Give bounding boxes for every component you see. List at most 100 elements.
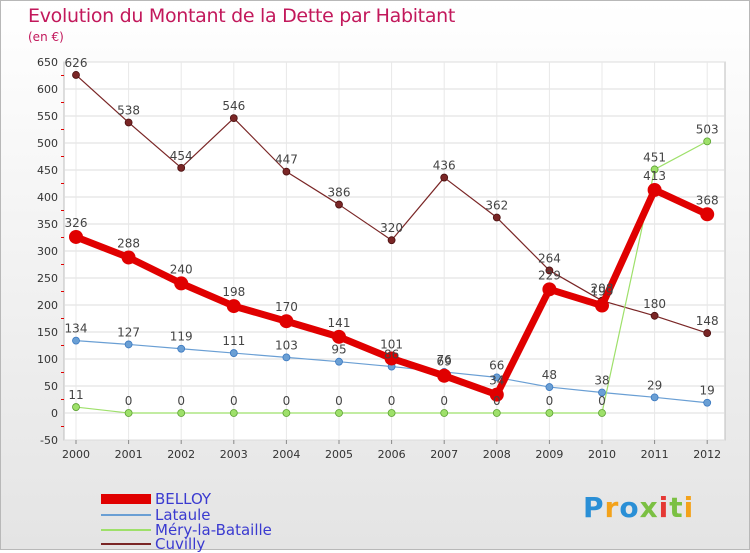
data-point xyxy=(124,340,133,349)
data-label: 368 xyxy=(696,193,719,207)
data-label: 386 xyxy=(328,186,351,200)
data-point xyxy=(384,351,399,366)
data-point xyxy=(332,329,346,344)
data-point xyxy=(650,311,659,320)
data-point xyxy=(282,353,291,362)
data-label: 436 xyxy=(433,159,456,173)
data-point xyxy=(124,118,133,127)
data-label: 29 xyxy=(647,378,662,392)
series-m-ry-la-bataille xyxy=(72,137,712,417)
data-label: 180 xyxy=(643,297,666,311)
data-label: 127 xyxy=(117,325,140,339)
data-point xyxy=(229,409,238,417)
data-label: 86 xyxy=(384,348,399,362)
legend-swatch xyxy=(101,514,151,516)
data-point xyxy=(700,207,715,222)
data-label: 0 xyxy=(440,394,448,408)
data-point xyxy=(282,409,291,417)
data-point xyxy=(226,299,241,314)
logo-letter: r xyxy=(604,491,620,524)
data-point xyxy=(598,409,606,417)
proxiti-logo: Proxiti xyxy=(583,491,694,524)
data-label: 19 xyxy=(700,384,715,398)
series-belloy xyxy=(69,182,715,402)
data-label: 454 xyxy=(170,149,193,163)
data-point xyxy=(545,266,554,275)
data-label: 326 xyxy=(65,216,88,230)
data-label: 0 xyxy=(335,394,343,408)
data-label: 11 xyxy=(68,388,83,402)
data-label: 141 xyxy=(328,316,351,330)
data-point xyxy=(440,173,449,182)
data-point xyxy=(72,336,80,345)
x-tick-label: 2010 xyxy=(588,448,616,461)
y-tick-label: -50 xyxy=(40,434,58,447)
y-tick-label: 50 xyxy=(44,380,58,393)
data-label: 288 xyxy=(117,236,140,250)
logo-letter: P xyxy=(583,491,605,524)
data-point xyxy=(335,409,343,417)
data-label: 95 xyxy=(331,343,346,357)
data-label: 0 xyxy=(230,394,238,408)
data-point xyxy=(174,276,189,291)
data-label: 503 xyxy=(696,122,719,136)
data-label: 198 xyxy=(222,285,245,299)
x-tick-label: 2008 xyxy=(483,448,511,461)
legend-label: Méry-la-Bataille xyxy=(155,521,272,539)
x-tick-label: 2006 xyxy=(378,448,406,461)
data-point xyxy=(545,383,554,391)
data-label: 208 xyxy=(591,282,614,296)
x-tick-label: 2004 xyxy=(272,448,300,461)
data-label: 148 xyxy=(696,314,719,328)
logo-letter: x xyxy=(639,491,659,524)
logo-letter: t xyxy=(669,491,684,524)
y-tick-label: 350 xyxy=(37,218,58,231)
legend-label: BELLOY xyxy=(155,490,212,508)
data-point xyxy=(335,357,343,366)
data-point xyxy=(647,182,662,197)
data-label: 0 xyxy=(493,394,501,408)
data-point xyxy=(650,393,659,402)
data-label: 170 xyxy=(275,300,298,314)
data-label: 264 xyxy=(538,251,561,265)
logo-letter: i xyxy=(658,491,670,524)
x-tick-label: 2000 xyxy=(62,448,90,461)
data-point xyxy=(703,329,712,337)
data-point xyxy=(595,298,609,313)
data-point xyxy=(177,409,186,417)
data-point xyxy=(703,398,712,407)
chart-title: Evolution du Montant de la Dette par Hab… xyxy=(28,5,456,27)
data-point xyxy=(282,167,291,176)
legend-swatch xyxy=(101,529,151,531)
data-label: 111 xyxy=(222,334,245,348)
x-tick-label: 2007 xyxy=(430,448,458,461)
data-label: 0 xyxy=(546,394,554,408)
data-point xyxy=(335,200,343,209)
data-point xyxy=(650,165,659,174)
data-label: 48 xyxy=(542,368,557,382)
y-tick-label: 200 xyxy=(37,299,58,312)
data-point xyxy=(437,368,452,383)
data-point xyxy=(177,344,186,353)
data-label: 0 xyxy=(177,394,185,408)
y-tick-label: 0 xyxy=(51,407,58,420)
data-point xyxy=(72,71,80,79)
y-tick-label: 500 xyxy=(37,137,58,150)
y-tick-label: 450 xyxy=(37,164,58,177)
data-point xyxy=(387,409,396,417)
data-label: 119 xyxy=(170,330,193,344)
data-point xyxy=(279,314,294,329)
data-label: 626 xyxy=(65,56,88,70)
y-tick-label: 100 xyxy=(37,353,58,366)
data-label: 0 xyxy=(125,394,133,408)
y-tick-label: 300 xyxy=(37,245,58,258)
y-tick-label: 250 xyxy=(37,272,58,285)
data-point xyxy=(124,409,133,417)
data-label: 229 xyxy=(538,268,561,282)
data-point xyxy=(440,409,449,417)
data-point xyxy=(229,349,238,357)
data-label: 413 xyxy=(643,169,666,183)
data-label: 38 xyxy=(594,373,609,387)
data-label: 447 xyxy=(275,153,298,167)
